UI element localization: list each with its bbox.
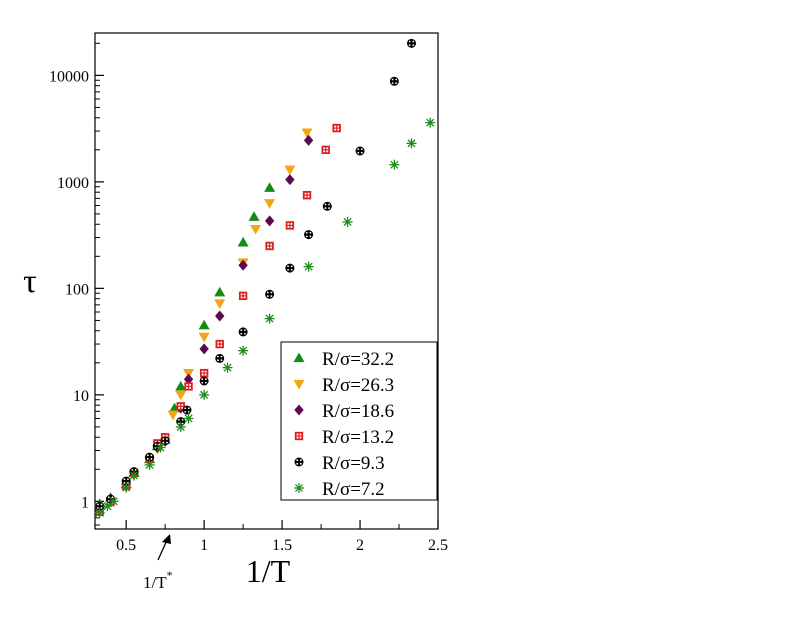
data-point bbox=[155, 442, 166, 453]
data-point bbox=[238, 259, 248, 271]
data-point bbox=[214, 286, 226, 297]
data-point bbox=[285, 221, 295, 230]
y-tick-label: 1000 bbox=[57, 175, 89, 192]
data-point bbox=[199, 368, 209, 378]
data-point bbox=[121, 482, 132, 493]
data-point bbox=[176, 402, 185, 411]
data-point bbox=[214, 299, 226, 310]
data-point bbox=[264, 199, 276, 209]
legend-marker bbox=[294, 483, 304, 493]
data-point bbox=[215, 339, 224, 349]
legend-label: R/σ=26.3 bbox=[322, 375, 394, 396]
data-point bbox=[302, 190, 312, 200]
y-tick-label: 1 bbox=[81, 494, 89, 511]
legend-marker bbox=[293, 379, 305, 390]
data-point bbox=[322, 201, 332, 211]
legend-label: R/σ=13.2 bbox=[322, 427, 394, 448]
data-point bbox=[175, 380, 187, 391]
annotation-1-over-t-star: 1/T* bbox=[143, 534, 173, 592]
data-point bbox=[199, 389, 210, 400]
data-point bbox=[184, 382, 193, 391]
data-point bbox=[102, 501, 113, 512]
y-axis-ticks: 1 10 100 1000 10000 bbox=[49, 42, 104, 526]
x-tick-label: 0.5 bbox=[116, 537, 136, 554]
data-point bbox=[121, 476, 131, 486]
data-point bbox=[389, 76, 399, 86]
x-tick-label: 1.5 bbox=[272, 537, 292, 554]
data-point bbox=[265, 289, 275, 299]
data-point bbox=[285, 174, 295, 186]
data-point bbox=[238, 327, 248, 337]
data-point bbox=[237, 236, 249, 247]
data-point bbox=[355, 146, 365, 156]
data-point bbox=[198, 332, 210, 343]
data-point bbox=[406, 138, 417, 149]
y-tick-label: 10 bbox=[73, 388, 89, 405]
legend-label: R/σ=18.6 bbox=[322, 401, 394, 422]
data-point bbox=[108, 496, 119, 507]
data-point bbox=[304, 230, 314, 240]
data-point bbox=[284, 165, 296, 176]
data-point bbox=[199, 343, 209, 355]
legend-box bbox=[280, 341, 438, 501]
x-axis-ticks: 0.5 1 1.5 2 2.5 bbox=[116, 520, 448, 554]
y-axis-label: τ bbox=[23, 263, 37, 300]
data-point bbox=[95, 501, 105, 511]
data-point bbox=[264, 215, 275, 227]
data-point bbox=[264, 182, 276, 192]
data-point bbox=[265, 241, 274, 251]
data-point bbox=[183, 413, 194, 424]
data-point bbox=[301, 128, 313, 139]
y-tick-label: 10000 bbox=[49, 68, 89, 85]
data-point bbox=[222, 362, 233, 373]
data-point bbox=[264, 313, 275, 324]
x-axis-label: 1/T bbox=[246, 553, 291, 589]
data-point bbox=[425, 117, 436, 128]
data-point bbox=[238, 345, 249, 356]
data-point bbox=[175, 390, 187, 401]
data-point bbox=[144, 459, 155, 470]
data-point bbox=[406, 38, 416, 48]
legend: R/σ=32.2 R/σ=26.3 R/σ=18.6 R/σ=13.2 R/σ=9.3 R… bbox=[280, 341, 438, 501]
data-point bbox=[183, 373, 194, 385]
data-point bbox=[215, 353, 225, 363]
legend-marker bbox=[293, 352, 305, 363]
data-point bbox=[303, 261, 314, 272]
data-point bbox=[182, 405, 192, 415]
data-point bbox=[250, 224, 262, 235]
data-point bbox=[389, 159, 400, 170]
data-point bbox=[321, 145, 330, 155]
data-point bbox=[238, 291, 248, 301]
data-point bbox=[175, 421, 186, 432]
legend-marker bbox=[294, 404, 304, 416]
data-point bbox=[342, 216, 353, 227]
plot-frame bbox=[94, 32, 439, 530]
legend-marker bbox=[294, 457, 304, 467]
data-point bbox=[128, 470, 139, 481]
legend-label: R/σ=7.2 bbox=[322, 479, 385, 500]
x-tick-label: 1 bbox=[200, 537, 208, 554]
legend-label: R/σ=9.3 bbox=[322, 453, 385, 474]
y-tick-label: 100 bbox=[65, 281, 89, 298]
annotation-text: 1/T* bbox=[143, 568, 173, 592]
data-point bbox=[215, 310, 225, 322]
data-point bbox=[285, 263, 295, 273]
legend-marker bbox=[294, 431, 304, 441]
data-point bbox=[199, 376, 209, 386]
data-point bbox=[167, 410, 179, 421]
x-tick-label: 2.5 bbox=[428, 537, 448, 554]
data-point bbox=[303, 134, 314, 146]
data-point bbox=[94, 507, 105, 518]
data-points bbox=[94, 38, 436, 518]
data-point bbox=[198, 319, 210, 330]
arrow-head-icon bbox=[162, 534, 171, 544]
data-point bbox=[160, 436, 170, 446]
x-tick-label: 2 bbox=[356, 537, 364, 554]
data-point bbox=[332, 123, 341, 133]
data-point bbox=[145, 452, 155, 462]
data-point bbox=[248, 211, 260, 221]
legend-label: R/σ=32.2 bbox=[322, 349, 394, 370]
